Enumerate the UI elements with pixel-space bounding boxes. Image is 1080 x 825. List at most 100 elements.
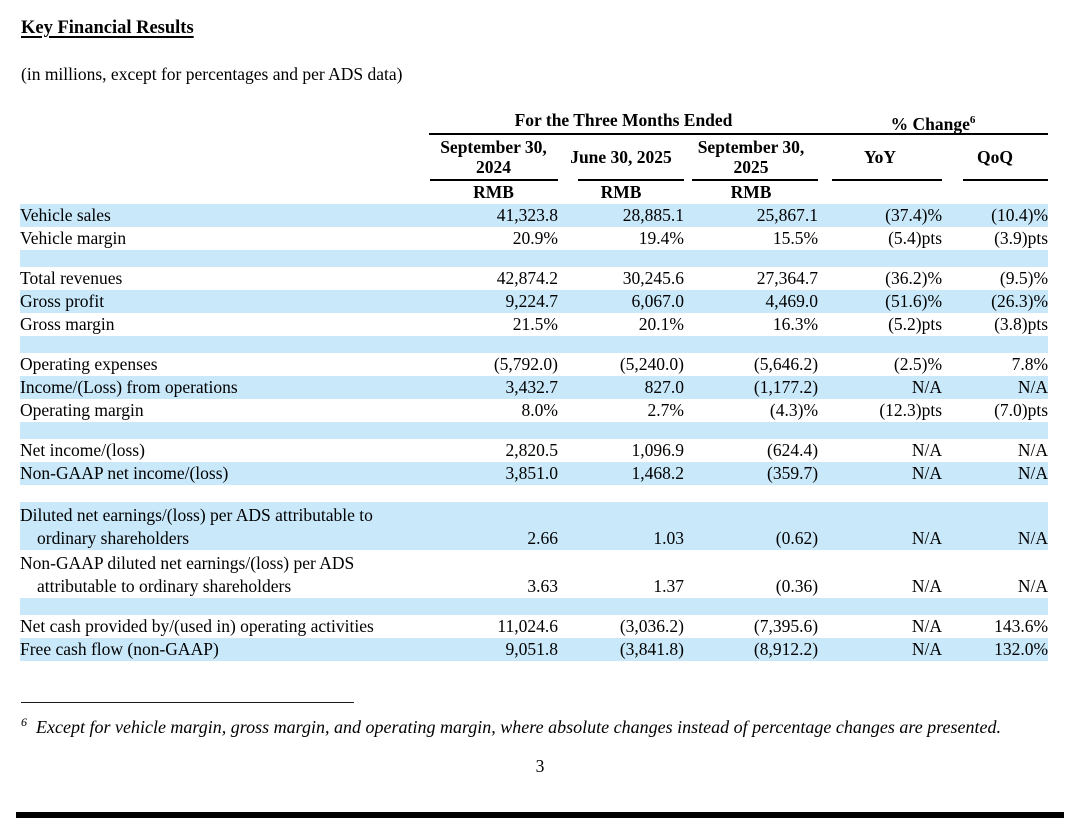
table-row: Vehicle sales 41,323.8 28,885.1 25,867.1 (37… [20,204,1049,227]
group-header-period: For the Three Months Ended [429,109,819,135]
value-cell: N/A [911,463,943,483]
table-row: Non-GAAP net income/(loss) 3,851.0 1,468.2… [20,462,1049,485]
value-cell: (26.3)% [991,291,1049,311]
table-row: Vehicle margin 20.9% 19.4% 15.5% (5.4)pts (3.… [20,227,1048,250]
row-label-line1: Non-GAAP diluted net earnings/(loss) per… [20,553,355,573]
value-cell: 6,067.0 [631,291,685,311]
column-underline [692,179,819,181]
spacer-cell [20,598,1048,615]
currency-label-rmb: RMB [730,182,772,202]
row-label: Total revenues [20,268,123,288]
column-underline [832,179,943,181]
table-row: Free cash flow (non-GAAP) 9,051.8 (3,841.8… [20,638,1049,661]
column-underline [578,179,684,181]
value-cell: N/A [911,576,943,596]
value-cell: (3.8)pts [994,314,1049,334]
row-label: Net income/(loss) [20,440,145,460]
row-label: Gross profit [20,291,105,311]
spacer-cell [20,485,1048,502]
row-label: Vehicle sales [20,205,111,225]
value-cell: (5.2)pts [888,314,943,334]
value-cell: (1,177.2) [753,377,819,397]
value-cell: 3.63 [527,576,558,596]
table-header: For the Three Months Ended % Change6 Sep… [20,109,1049,204]
spacer-cell [20,422,1048,439]
table-body: Vehicle sales 41,323.8 28,885.1 25,867.1 (37… [20,204,1049,661]
label-column-header-blank [20,135,429,181]
group-header-change-label: % Change [890,113,970,134]
row-label: Non-GAAP net income/(loss) [20,463,229,483]
col-header-qoq: QoQ [942,135,1049,181]
col-header-sep-30-2024: September 30, 2024 [429,135,558,181]
value-cell: N/A [911,377,943,397]
value-cell: 2,820.5 [505,440,559,460]
value-cell: 2.66 [527,528,558,548]
table-row: Net income/(loss) 2,820.5 1,096.9 (624.4) N/… [20,439,1048,462]
table-row: Operating expenses (5,792.0) (5,240.0) (5,6… [20,353,1048,376]
footnote-divider [21,702,354,703]
spacer-cell [20,336,1048,353]
value-cell: 9,224.7 [505,291,559,311]
group-header-period-label: For the Three Months Ended [514,110,733,130]
value-cell: 8.0% [521,400,558,420]
table-row: Income/(Loss) from operations 3,432.7 827.… [20,376,1049,399]
footnote-body: Except for vehicle margin, gross margin,… [36,717,1001,737]
value-cell: N/A [911,639,943,659]
value-cell: (5,240.0) [619,354,684,374]
value-cell: 28,885.1 [622,205,684,225]
units-note: (in millions, except for percentages and… [21,64,403,84]
value-cell: N/A [911,440,943,460]
currency-header-row: RMB RMB RMB [20,181,1048,204]
value-cell: 21.5% [512,314,558,334]
value-cell: (5.4)pts [888,228,943,248]
value-cell: 15.5% [772,228,819,248]
value-cell: 1,468.2 [631,463,685,483]
value-cell: 1,096.9 [631,440,685,460]
column-underline [430,179,558,181]
value-cell: 9,051.8 [505,639,559,659]
column-underline [963,179,1049,181]
row-label: Vehicle margin [20,228,127,248]
value-cell: 20.1% [638,314,684,334]
value-cell: (10.4)% [991,205,1049,225]
value-cell: (8,912.2) [753,639,819,659]
value-cell: 827.0 [644,377,684,397]
value-cell: 4,469.0 [765,291,819,311]
footnote-marker: 6 [21,715,27,729]
value-cell: 20.9% [512,228,558,248]
value-cell: N/A [1017,440,1049,460]
value-cell: (9.5)% [999,268,1049,288]
value-cell: (624.4) [767,440,819,460]
value-cell: N/A [1017,528,1049,548]
value-cell: 3,432.7 [505,377,559,397]
row-label: Net cash provided by/(used in) operating… [20,616,374,636]
footnote-text: 6 Except for vehicle margin, gross margi… [21,710,1058,740]
value-cell: N/A [911,528,943,548]
group-header-change: % Change6 [818,109,1049,135]
value-cell: 25,867.1 [756,205,819,225]
value-cell: 3,851.0 [505,463,559,483]
value-cell: 42,874.2 [496,268,558,288]
value-cell: (7.0)pts [994,400,1049,420]
bottom-rule-bar [16,812,1064,818]
value-cell: (3.9)pts [994,228,1049,248]
currency-label-rmb: RMB [473,182,514,202]
value-cell: (3,841.8) [619,639,684,659]
value-cell: 30,245.6 [622,268,684,288]
value-cell: N/A [1017,463,1049,483]
row-label-line2: ordinary shareholders [37,528,190,548]
value-cell: 41,323.8 [496,205,558,225]
value-cell: (0.36) [775,576,819,596]
value-cell: (3,036.2) [619,616,684,636]
currency-blank-cell [818,181,942,204]
col-header-yoy: YoY [818,135,943,181]
value-cell: 19.4% [638,228,684,248]
label-column-header-blank [20,109,429,135]
value-cell: N/A [1017,377,1049,397]
currency-label-rmb: RMB [600,182,642,202]
currency-blank-cell [942,181,1048,204]
value-cell: 27,364.7 [756,268,819,288]
spacer-row [20,336,1049,353]
table-row: Diluted net earnings/(loss) per ADS attr… [20,502,1049,550]
